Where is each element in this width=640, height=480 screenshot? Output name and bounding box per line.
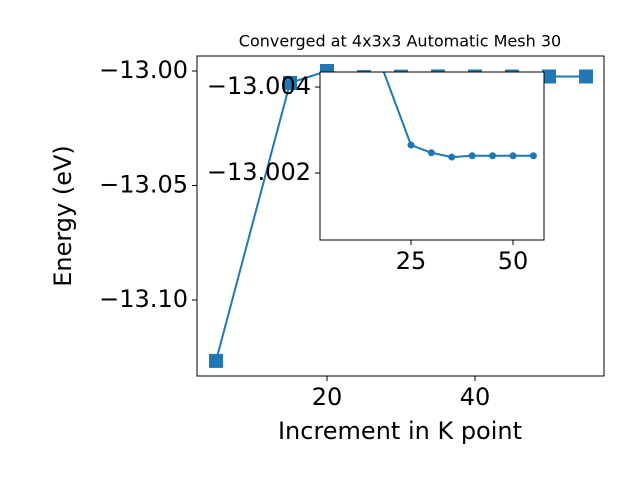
data-point (427, 149, 435, 157)
data-point (542, 69, 557, 84)
x-tick-label: 40 (460, 383, 491, 411)
x-tick-label: 50 (498, 247, 529, 275)
data-point (283, 75, 298, 90)
x-tick-label: 25 (396, 247, 427, 275)
axes-frame (319, 71, 545, 241)
data-point (579, 69, 594, 84)
y-tick-label: −13.05 (99, 170, 188, 198)
axes-frame (196, 55, 605, 377)
data-point (448, 153, 456, 161)
y-tick-label: −13.004 (207, 72, 311, 100)
y-axis-label: Energy (eV) (49, 145, 77, 287)
y-tick-label: −13.10 (99, 285, 188, 313)
y-tick-label: −13.00 (99, 56, 188, 84)
chart-title: Converged at 4x3x3 Automatic Mesh 30 (239, 32, 561, 51)
x-tick-label: 20 (312, 383, 343, 411)
x-axis-label: Increment in K point (278, 417, 522, 445)
data-point (489, 152, 497, 160)
data-point (529, 152, 537, 160)
data-point (209, 353, 224, 368)
plot-area (382, 72, 537, 161)
data-point (407, 141, 415, 149)
y-tick-label: −13.002 (207, 158, 311, 186)
data-point (509, 152, 517, 160)
data-point (468, 152, 476, 160)
